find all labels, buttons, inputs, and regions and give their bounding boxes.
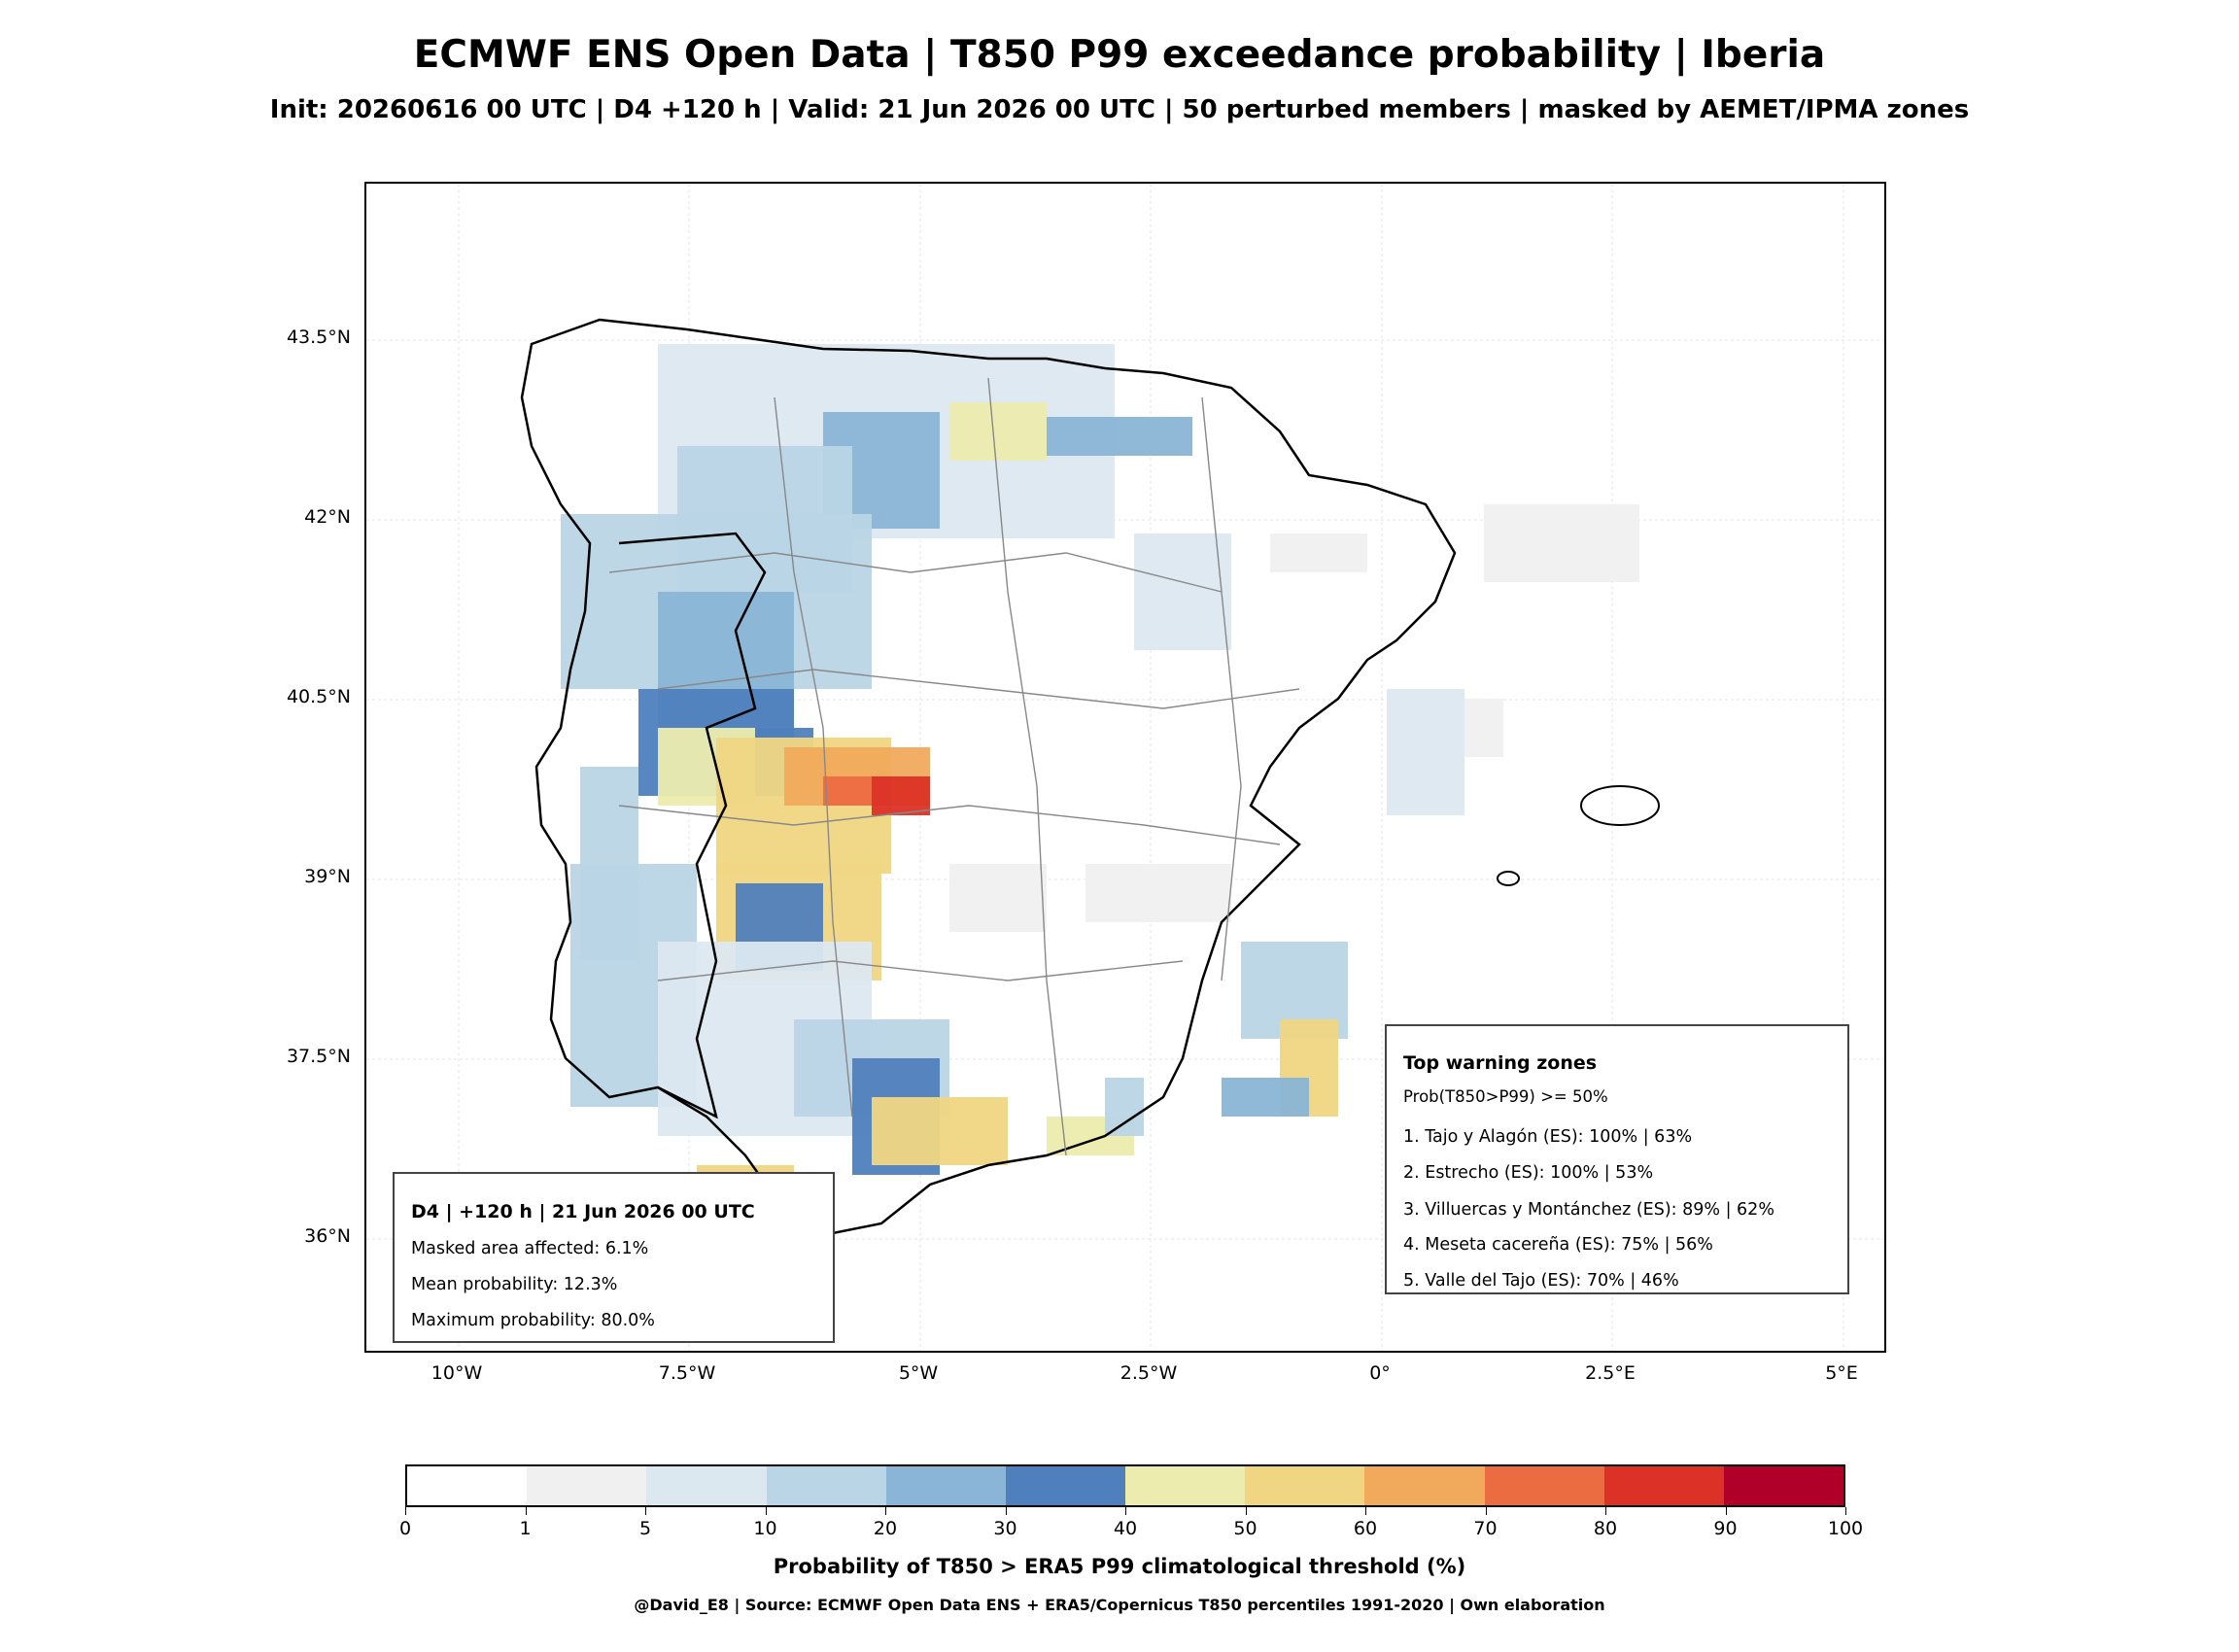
lon-label-2-5w: 2.5°W: [1120, 1362, 1178, 1384]
colorbar-tick: [405, 1507, 406, 1515]
colorbar-tick-label: 40: [1113, 1518, 1138, 1539]
colorbar-segment: [766, 1466, 886, 1505]
warning-zone-5: 5. Valle del Tajo (ES): 70% | 46%: [1403, 1271, 1679, 1291]
warning-header: Top warning zones: [1403, 1052, 1598, 1074]
probability-cell: [1105, 1078, 1144, 1136]
colorbar-tick: [1845, 1507, 1846, 1515]
colorbar-tick: [1245, 1507, 1247, 1515]
colorbar-segment: [1245, 1466, 1365, 1505]
warning-zones-box: Top warning zones Prob(T850>P99) >= 50% …: [1385, 1024, 1849, 1294]
lon-label-2-5e: 2.5°E: [1585, 1362, 1636, 1384]
warning-zone-4: 4. Meseta cacereña (ES): 75% | 56%: [1403, 1235, 1713, 1255]
colorbar-segment: [885, 1466, 1006, 1505]
summary-max-probability: Maximum probability: 80.0%: [411, 1311, 655, 1330]
probability-cell: [1047, 417, 1192, 456]
colorbar-segment: [646, 1466, 767, 1505]
colorbar-tick-label: 0: [398, 1518, 412, 1539]
colorbar-segment: [407, 1466, 528, 1505]
portugal-spain-border: [618, 532, 767, 1119]
colorbar-tick-label: 30: [993, 1518, 1017, 1539]
colorbar-tick: [525, 1507, 527, 1515]
colorbar-segment: [1125, 1466, 1246, 1505]
colorbar-tick: [1725, 1507, 1727, 1515]
probability-cell: [1085, 864, 1231, 922]
iberia-coastline: [520, 318, 1457, 1235]
probability-cell: [1222, 1078, 1309, 1117]
lat-label-42: 42°N: [304, 506, 351, 528]
probability-cell: [1484, 504, 1639, 582]
colorbar-tick: [1605, 1507, 1606, 1515]
region-border: [1201, 396, 1242, 981]
map-frame: [364, 182, 1886, 1353]
colorbar-tick-label: 50: [1233, 1518, 1257, 1539]
lat-label-40-5: 40.5°N: [286, 686, 351, 707]
summary-box: D4 | +120 h | 21 Jun 2026 00 UTC Masked …: [393, 1172, 835, 1343]
summary-mean-probability: Mean probability: 12.3%: [411, 1275, 618, 1294]
coastline: [520, 318, 1660, 1235]
warning-criterion: Prob(T850>P99) >= 50%: [1403, 1087, 1608, 1106]
colorbar-tick: [1365, 1507, 1366, 1515]
warning-zone-1: 1. Tajo y Alagón (ES): 100% | 63%: [1403, 1127, 1693, 1147]
region-border: [774, 396, 853, 1118]
warning-zone-2: 2. Estrecho (ES): 100% | 53%: [1403, 1163, 1654, 1183]
colorbar-segment: [1603, 1466, 1724, 1505]
colorbar-segment: [1484, 1466, 1604, 1505]
colorbar-tick: [1005, 1507, 1007, 1515]
colorbar-tick: [765, 1507, 767, 1515]
probability-grid: [561, 344, 1639, 1233]
probability-cell: [1270, 533, 1367, 572]
probability-cell: [872, 1097, 1008, 1165]
lon-label-10w: 10°W: [431, 1362, 483, 1384]
colorbar-segment: [1723, 1466, 1844, 1505]
summary-header: D4 | +120 h | 21 Jun 2026 00 UTC: [411, 1201, 755, 1222]
region-border: [987, 377, 1067, 1156]
region-border: [657, 669, 1300, 709]
colorbar-tick-label: 100: [1827, 1518, 1864, 1539]
colorbar-tick-label: 1: [519, 1518, 532, 1539]
source-credit: @David_E8 | Source: ECMWF Open Data ENS …: [634, 1596, 1605, 1614]
lon-label-7-5w: 7.5°W: [658, 1362, 716, 1384]
chart-title: ECMWF ENS Open Data | T850 P99 exceedanc…: [413, 33, 1826, 77]
chart-subtitle: Init: 20260616 00 UTC | D4 +120 h | Vali…: [269, 95, 1970, 124]
colorbar-tick-label: 90: [1713, 1518, 1738, 1539]
colorbar-tick-label: 80: [1593, 1518, 1618, 1539]
colorbar-tick-label: 20: [873, 1518, 898, 1539]
colorbar-segment: [1364, 1466, 1485, 1505]
colorbar-tick: [885, 1507, 886, 1515]
region-border: [618, 805, 1281, 845]
colorbar-tick-label: 5: [638, 1518, 652, 1539]
colorbar-tick-label: 70: [1473, 1518, 1498, 1539]
probability-cell: [949, 864, 1047, 932]
summary-masked-area: Masked area affected: 6.1%: [411, 1239, 649, 1258]
lat-label-43-5: 43.5°N: [286, 327, 351, 348]
island-outline: [1580, 785, 1660, 826]
colorbar-tick: [645, 1507, 646, 1515]
region-border: [657, 960, 1184, 981]
colorbar-segment: [1005, 1466, 1126, 1505]
probability-cell: [1464, 699, 1503, 757]
island-outline: [1497, 871, 1520, 886]
region-border: [608, 552, 1223, 593]
colorbar-tick: [1485, 1507, 1487, 1515]
lat-label-36: 36°N: [304, 1225, 351, 1247]
colorbar-tick: [1125, 1507, 1126, 1515]
colorbar-segment: [527, 1466, 647, 1505]
lon-label-0: 0°: [1369, 1362, 1391, 1384]
probability-cell: [872, 776, 930, 815]
warning-zone-3: 3. Villuercas y Montánchez (ES): 89% | 6…: [1403, 1200, 1774, 1220]
colorbar-tick-label: 10: [753, 1518, 777, 1539]
probability-cell: [1134, 533, 1231, 650]
lat-label-39: 39°N: [304, 866, 351, 887]
lon-label-5e: 5°E: [1825, 1362, 1858, 1384]
probability-cell: [1387, 689, 1464, 815]
colorbar-tick-label: 60: [1353, 1518, 1378, 1539]
lat-label-37-5: 37.5°N: [286, 1046, 351, 1067]
colorbar: [405, 1464, 1845, 1507]
colorbar-title: Probability of T850 > ERA5 P99 climatolo…: [773, 1555, 1466, 1578]
map-canvas: [366, 184, 1884, 1351]
lon-label-5w: 5°W: [898, 1362, 939, 1384]
probability-cell: [949, 402, 1047, 461]
